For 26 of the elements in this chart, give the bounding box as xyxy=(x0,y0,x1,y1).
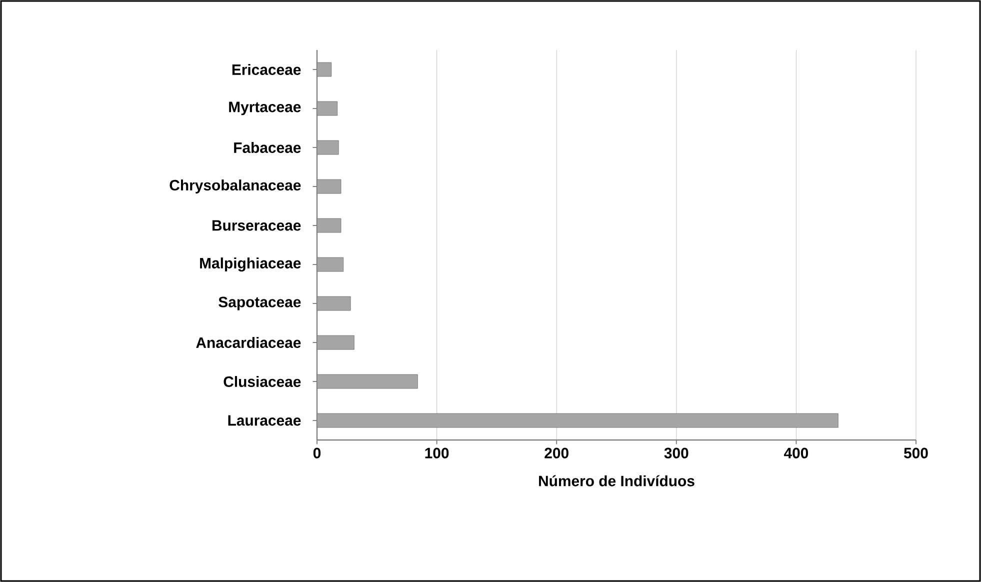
x-axis-title: Número de Indivíduos xyxy=(539,475,694,486)
y-tick-label: Burseraceae xyxy=(212,220,301,231)
bar xyxy=(316,140,339,155)
x-tick-label: 0 xyxy=(313,448,321,458)
y-tick-label: Fabaceae xyxy=(234,142,301,153)
bar xyxy=(316,62,332,77)
x-tick-label: 100 xyxy=(425,448,449,458)
y-tick-label: Lauraceae xyxy=(228,415,301,426)
y-tick-label: Anacardiaceae xyxy=(196,337,301,348)
y-tick-label: Clusiaceae xyxy=(224,376,301,387)
bar xyxy=(316,179,342,194)
bar xyxy=(316,218,342,233)
x-tick-label: 400 xyxy=(784,448,808,458)
y-tick-label: Chrysobalanaceae xyxy=(170,180,301,194)
bar xyxy=(316,296,351,311)
x-tick-label: 300 xyxy=(664,448,688,458)
x-tick-label: 200 xyxy=(544,448,568,458)
bar xyxy=(316,257,344,272)
bar xyxy=(316,101,338,116)
y-tick-label: Malpighiaceae xyxy=(200,258,301,272)
y-tick-label: Sapotaceae xyxy=(218,296,301,310)
y-tick-label: Ericaceae xyxy=(232,64,301,75)
y-tick-label: Myrtaceae xyxy=(229,102,301,116)
bar xyxy=(316,335,354,350)
x-tick-label: 500 xyxy=(904,448,928,458)
bar xyxy=(316,374,418,389)
